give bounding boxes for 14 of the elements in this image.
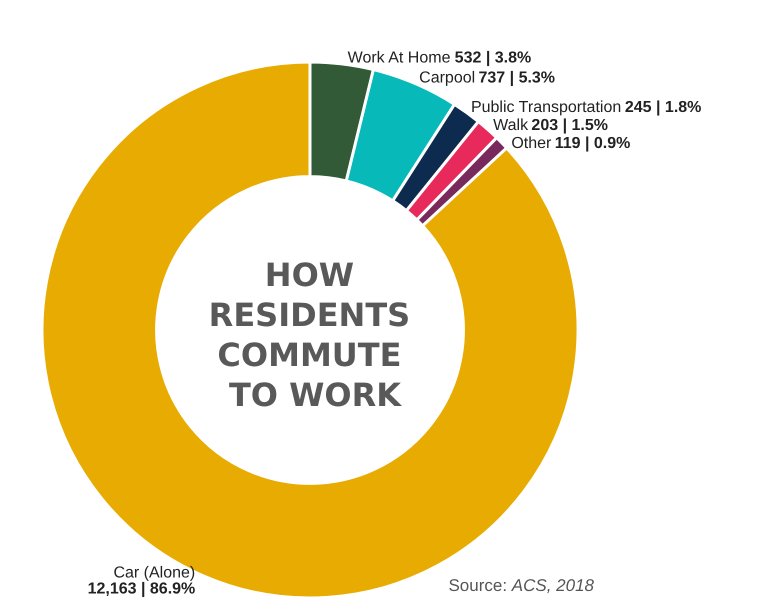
slice-label: Other bbox=[511, 135, 552, 152]
slice-label: Car (Alone) bbox=[113, 564, 196, 582]
source-note: Source: ACS, 2018 bbox=[448, 576, 595, 595]
slice-label: Work At Home bbox=[348, 49, 451, 66]
text: HOW RESIDENTS COMMUTE TO WORK bbox=[208, 256, 422, 414]
slice-label: Carpool bbox=[419, 70, 476, 87]
slice-label: Public Transportation bbox=[470, 99, 622, 116]
data-label: 737 | 5.3% bbox=[478, 70, 556, 87]
data-label: 532 | 3.8% bbox=[454, 49, 532, 66]
data-label: 203 | 1.5% bbox=[531, 117, 608, 134]
data-label: 12,163 | 86.9% bbox=[88, 580, 196, 598]
slice-label: Walk bbox=[493, 117, 530, 134]
data-label: 245 | 1.8% bbox=[624, 99, 702, 116]
data-label: 119 | 0.9% bbox=[554, 135, 630, 152]
